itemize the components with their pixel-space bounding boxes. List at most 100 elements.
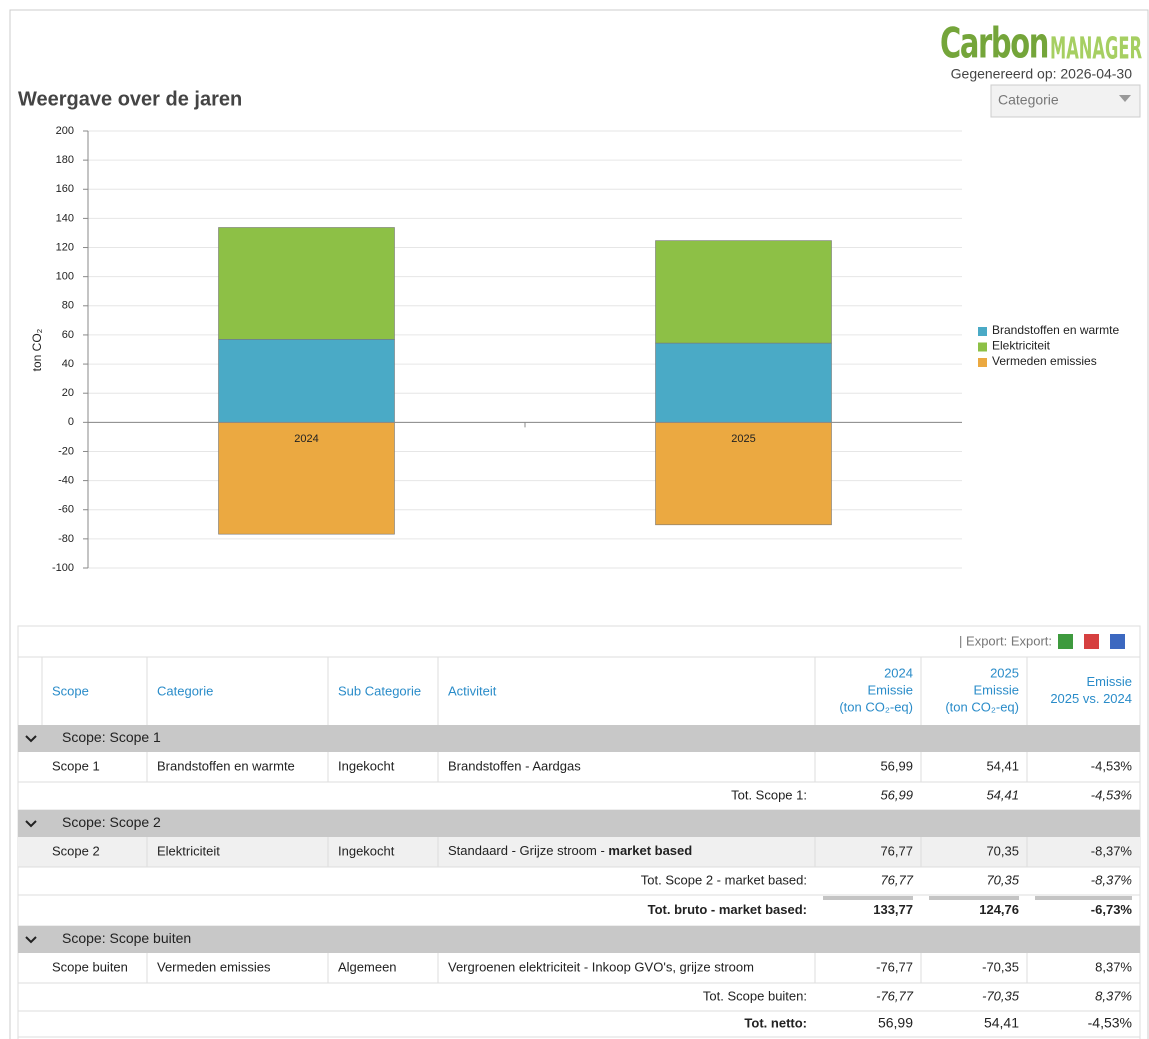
cell: Ingekocht [338,758,395,773]
y-tick-label: 0 [68,416,74,428]
total-value: -4,53% [1091,787,1132,802]
bar-segment [218,339,395,423]
y-tick-label: -20 [58,445,74,457]
total-value: 56,99 [880,787,913,802]
collapse-icon[interactable] [25,820,37,828]
total-label: Tot. netto: [744,1015,807,1030]
header-label: Emissie [1086,674,1132,689]
row-bg [18,837,1140,867]
cell: Brandstoffen - Aardgas [448,758,581,773]
y-tick-label: 140 [56,212,74,224]
cell: Algemeen [338,959,397,974]
total-value: 54,41 [986,787,1019,802]
legend-label: Vermeden emissies [992,354,1097,368]
cell-part: market based [608,843,692,858]
group-row [18,926,1140,953]
export-label: | Export: Export: [959,633,1052,648]
cell: 54,41 [986,758,1019,773]
dropdown-box[interactable] [990,84,1141,118]
y-tick-label: -60 [58,504,74,516]
collapse-icon[interactable] [25,735,37,743]
header-label: Emissie [973,682,1019,697]
cell: Scope 2 [52,843,100,858]
cell: -4,53% [1091,758,1133,773]
legend-label: Elektriciteit [992,339,1051,353]
table: | Export: Export: Scope Categorie Sub Cate… [17,625,1141,1039]
cell: 76,77 [880,843,913,858]
group-row [18,725,1140,752]
y-tick-label: 20 [62,387,74,399]
group-label: Scope: Scope 2 [62,814,161,830]
cell: Elektriciteit [157,843,220,858]
legend-swatch [978,342,987,352]
header-label: Scope [52,683,89,698]
cell: Standaard - Grijze stroom - market based [448,843,692,858]
total-value: -6,73% [1091,902,1133,917]
total-value: 70,35 [986,872,1019,887]
header-label: Categorie [157,683,213,698]
total-value: 76,77 [880,872,913,887]
total-label: Tot. Scope 2 - market based: [641,872,807,887]
cell: Vermeden emissies [157,959,271,974]
legend-label: Brandstoffen en warmte [992,323,1120,337]
total-value: 8,37% [1095,988,1132,1003]
total-value: 56,99 [878,1015,913,1031]
group-label: Scope: Scope buiten [62,930,191,946]
y-tick-label: 40 [62,358,74,370]
cell: 70,35 [986,843,1019,858]
y-tick-label: 180 [56,154,74,166]
cell: 8,37% [1095,959,1132,974]
bar-segment [655,342,832,423]
chart-title: Weergave over de jaren [18,88,242,110]
legend-swatch [978,327,987,336]
export-pdf[interactable] [1084,634,1099,649]
total-label: Tot. bruto - market based: [648,902,807,917]
header-label: 2024 [884,665,913,680]
bar-segment [655,240,832,344]
export-image[interactable] [1110,634,1125,649]
chart: -100 -80 -60 -40 -20 0 20 40 60 80 100 120 140 160 180… [52,125,1120,574]
collapse-icon[interactable] [25,936,37,944]
y-tick-label: 100 [56,271,74,283]
header-label: 2025 vs. 2024 [1050,691,1132,706]
dropdown-label[interactable]: Categorie [998,92,1059,108]
y-tick-label: 60 [62,329,74,341]
cell: -70,35 [982,959,1019,974]
group-row [18,810,1140,837]
group-label: Scope: Scope 1 [62,729,161,745]
total-value: 54,41 [984,1015,1019,1031]
export-excel[interactable] [1058,634,1073,649]
page-frame [9,9,1149,1039]
cell: -76,77 [876,959,913,974]
total-value: 124,76 [979,902,1019,917]
cell: Vergroenen elektriciteit - Inkoop GVO's,… [448,959,754,974]
header-label: (ton CO₂-eq) [839,699,913,714]
total-label: Tot. Scope 1: [731,787,807,802]
header-label: Activiteit [448,683,497,698]
cell: Scope 1 [52,758,100,773]
logo-carbon: Carbon [940,19,1048,68]
total-value: -4,53% [1088,1015,1132,1031]
y-axis-label: ton CO₂ [30,328,44,371]
header-label: (ton CO₂-eq) [945,699,1019,714]
header-label: Sub Categorie [338,683,421,698]
total-value: 133,77 [873,902,913,917]
cell: 56,99 [880,758,913,773]
cell: Ingekocht [338,843,395,858]
cell: -8,37% [1091,843,1133,858]
bar-segment [218,227,395,340]
y-tick-label: 200 [56,125,74,137]
total-value: -8,37% [1091,872,1132,887]
cell: Brandstoffen en warmte [157,758,295,773]
dropdown-arrow[interactable] [1119,95,1131,102]
generated-date: Gegenereerd op: 2026-04-30 [951,66,1133,82]
dropdown[interactable]: Categorie [990,84,1141,118]
logo-manager: MANAGER [1050,32,1142,67]
bar-segment [218,422,395,535]
cell: Scope buiten [52,959,128,974]
header-label: Emissie [867,682,913,697]
header-label: 2025 [990,665,1019,680]
y-tick-label: 120 [56,241,74,253]
bar-segment [655,422,832,526]
